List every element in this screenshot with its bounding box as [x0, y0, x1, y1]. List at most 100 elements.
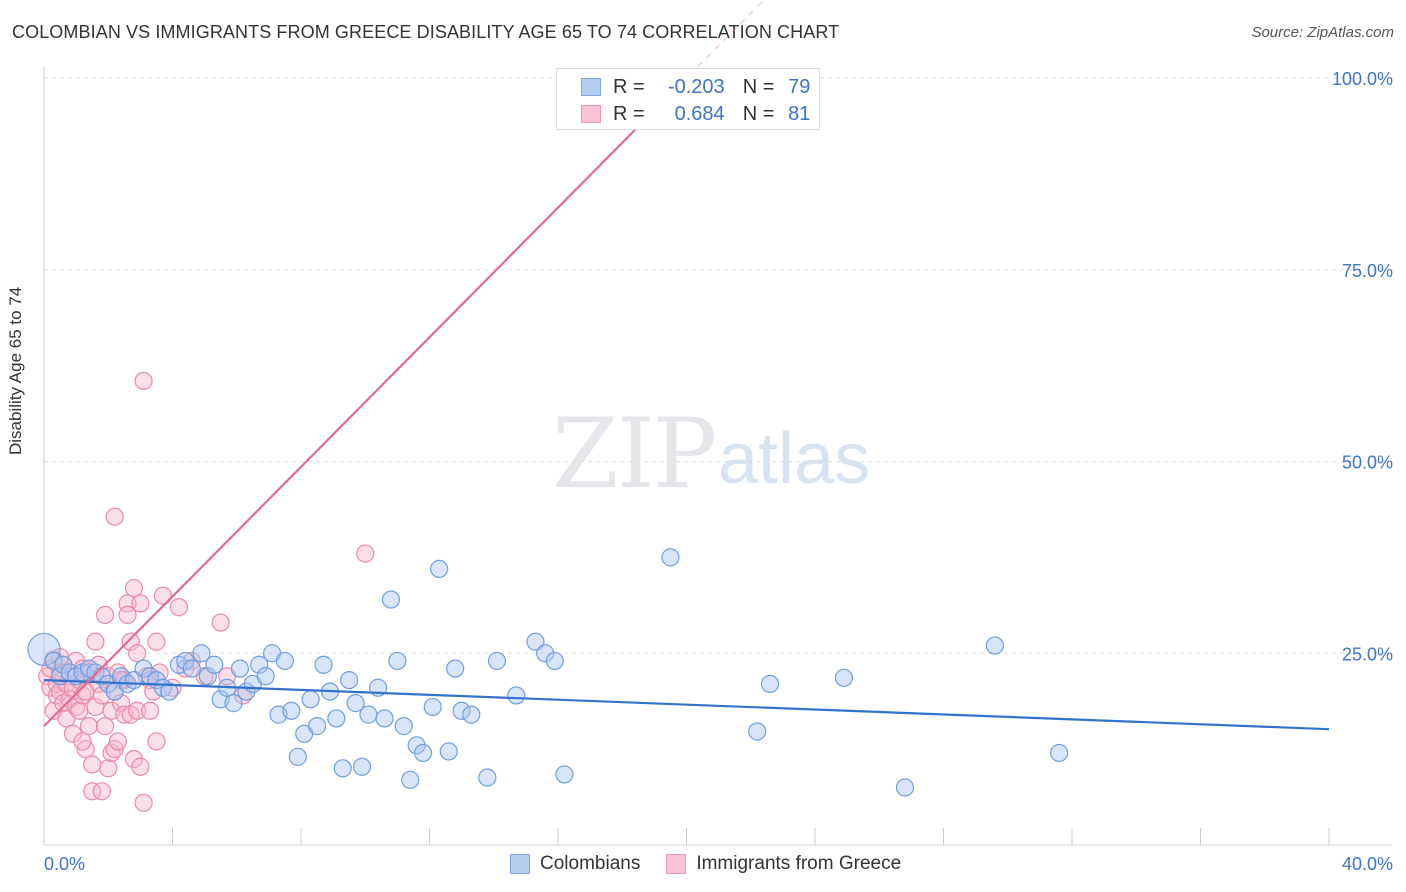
colombian-point — [661, 548, 680, 567]
legend-swatch-blue — [581, 78, 601, 96]
greece-point — [83, 755, 102, 774]
legend-swatch-blue — [510, 854, 530, 874]
colombian-point — [27, 632, 61, 667]
colombian-point — [288, 747, 307, 766]
greece-point — [63, 724, 83, 743]
source-label: Source: ZipAtlas.com — [1251, 24, 1394, 41]
greece-point — [105, 507, 124, 526]
colombian-point — [895, 778, 915, 797]
colombian-point — [192, 644, 211, 663]
greece-point — [128, 701, 147, 720]
colombian-point — [224, 694, 243, 713]
colombian-point — [256, 667, 275, 686]
greece-point — [356, 544, 375, 563]
greece-point — [134, 371, 153, 391]
trend-lines — [43, 0, 1330, 731]
greece-trend-line — [43, 73, 691, 727]
legend-n-value: 79 — [788, 75, 811, 98]
greece-point — [144, 682, 163, 701]
colombian-point — [439, 742, 458, 761]
colombian-point — [375, 709, 394, 728]
legend-item-colombians: Colombians — [510, 853, 640, 875]
colombian-point — [230, 659, 250, 678]
greece-point — [108, 732, 127, 751]
greece-point — [79, 717, 99, 736]
colombian-point — [307, 717, 327, 736]
x-tick-label-start: 0.0% — [44, 854, 85, 874]
greece-point — [131, 594, 150, 613]
greece-point — [211, 613, 230, 632]
greece-point — [153, 586, 172, 605]
colombian-point — [430, 559, 449, 578]
axes — [43, 67, 1392, 846]
colombian-point — [327, 709, 346, 728]
colombian-point — [462, 705, 481, 724]
colombian-point — [275, 651, 295, 671]
tick-labels: 25.0% 50.0% 75.0% 100.0% 0.0% 40.0% — [44, 69, 1393, 874]
greece-trend-extension — [689, 0, 765, 76]
colombian-point — [536, 644, 555, 663]
legend-n-value: 81 — [788, 102, 811, 125]
colombian-point — [478, 768, 497, 787]
greece-point — [121, 632, 140, 651]
greece-point — [147, 732, 166, 751]
colombian-point — [507, 686, 526, 705]
colombian-point — [545, 651, 564, 671]
colombian-point — [301, 690, 320, 709]
y-tick-label: 50.0% — [1342, 453, 1393, 473]
colombian-point — [381, 590, 401, 609]
colombian-point — [985, 636, 1005, 655]
greece-point — [124, 578, 144, 598]
y-tick-label: 100.0% — [1332, 69, 1393, 89]
series-legend: Colombians Immigrants from Greece — [510, 852, 927, 876]
grid-lines — [44, 77, 1392, 654]
legend-r-value: -0.203 — [667, 75, 725, 98]
legend-swatch-pink — [581, 105, 601, 123]
colombian-point — [1050, 743, 1069, 763]
colombian-point — [446, 659, 465, 678]
colombian-point — [333, 759, 352, 778]
colombian-points — [27, 548, 1069, 797]
colombian-point — [282, 701, 301, 720]
legend-r-label: R = — [613, 102, 645, 125]
chart-title: COLOMBIAN VS IMMIGRANTS FROM GREECE DISA… — [12, 22, 840, 42]
colombian-point — [198, 667, 217, 686]
colombian-point — [182, 659, 201, 678]
colombian-point — [352, 757, 372, 776]
colombian-point — [388, 651, 407, 671]
legend-row-colombians: R = -0.203 N = 79 — [581, 75, 810, 99]
colombian-point — [452, 701, 471, 720]
colombian-point — [760, 674, 780, 694]
greece-point — [92, 782, 111, 801]
colombian-point — [160, 682, 179, 701]
greece-point — [128, 644, 147, 663]
watermark-zip: ZIP — [552, 398, 717, 510]
legend-n-label: N = — [742, 75, 775, 98]
greece-point — [131, 757, 150, 776]
greece-point — [73, 732, 92, 751]
colombian-point — [340, 670, 359, 690]
colombian-trend-line — [43, 678, 1330, 731]
colombian-point — [834, 668, 854, 687]
greece-point — [95, 605, 115, 625]
greece-point — [134, 793, 153, 812]
colombian-point — [401, 770, 420, 789]
greece-points — [38, 371, 375, 812]
colombian-point — [44, 651, 63, 671]
y-tick-label: 75.0% — [1342, 261, 1393, 281]
colombian-point — [250, 655, 269, 674]
legend-item-greece: Immigrants from Greece — [666, 853, 901, 875]
y-tick-label: 25.0% — [1342, 644, 1393, 664]
legend-row-greece: R = 0.684 N = 81 — [581, 102, 810, 126]
greece-point — [118, 605, 137, 625]
watermark-atlas: atlas — [718, 419, 871, 499]
legend-r-value: 0.684 — [674, 102, 725, 125]
correlation-legend: R = -0.203 N = 79 R = 0.684 N = 81 — [556, 68, 820, 130]
greece-point — [147, 632, 166, 651]
greece-point — [70, 701, 89, 720]
greece-point — [140, 701, 160, 720]
colombian-point — [394, 717, 413, 736]
colombian-point — [487, 651, 507, 671]
colombian-point — [205, 655, 224, 674]
legend-swatch-pink — [666, 854, 687, 874]
